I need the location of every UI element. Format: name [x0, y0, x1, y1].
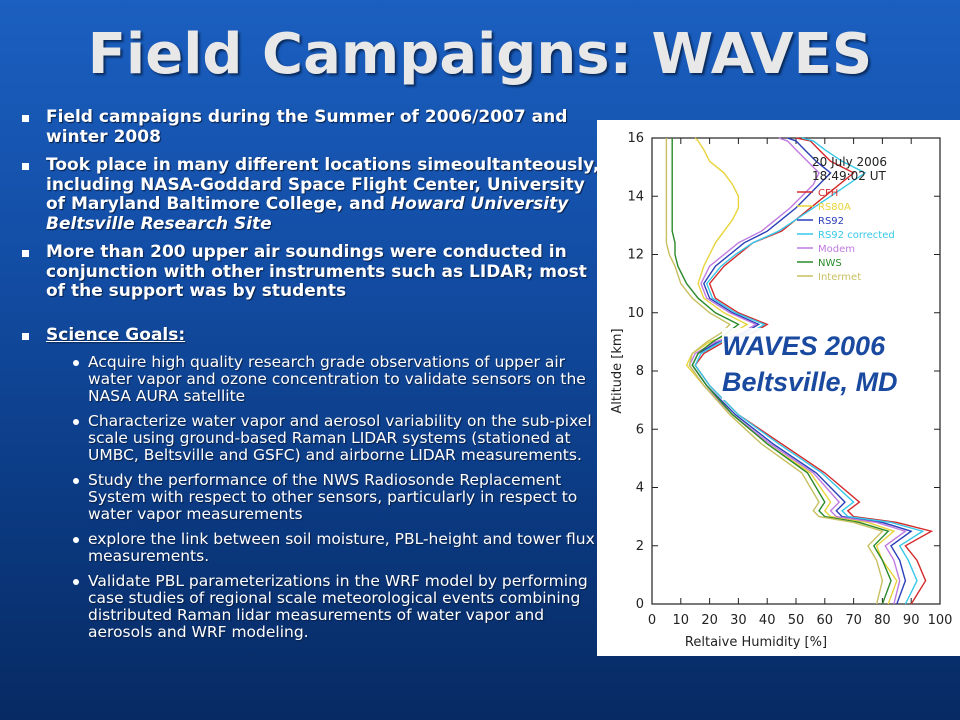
goal-text: Study the performance of the NWS Radioso… — [88, 471, 578, 523]
campaign-overlay-label: WAVES 2006 Beltsville, MD — [722, 328, 898, 400]
bullet-square-icon — [22, 332, 29, 340]
science-goals-heading: Science Goals: — [46, 324, 186, 345]
bullet-item-science-goals: Science Goals: — [10, 324, 600, 346]
goal-item: Study the performance of the NWS Radioso… — [10, 472, 600, 523]
bullet-item: More than 200 upper air soundings were c… — [10, 242, 600, 302]
overlay-line-1: WAVES 2006 — [722, 331, 886, 361]
bullet-square-icon — [22, 115, 29, 122]
x-tick-label: 20 — [701, 613, 718, 628]
goal-item: Validate PBL parameterizations in the WR… — [10, 573, 600, 641]
bullet-dot-icon — [73, 579, 79, 585]
y-tick-label: 12 — [627, 248, 644, 263]
y-axis-label: Altitude [km] — [610, 328, 625, 413]
y-tick-label: 16 — [627, 131, 644, 146]
y-tick-label: 10 — [627, 306, 644, 321]
bullet-dot-icon — [73, 419, 79, 425]
y-tick-label: 6 — [636, 422, 644, 437]
goal-item: explore the link between soil moisture, … — [10, 531, 600, 565]
x-tick-label: 40 — [759, 613, 776, 628]
x-tick-label: 100 — [928, 613, 953, 628]
legend-label: RS80A — [818, 202, 851, 213]
x-tick-label: 0 — [648, 613, 656, 628]
bullet-text: More than 200 upper air soundings were c… — [46, 242, 587, 301]
bullet-dot-icon — [73, 360, 79, 366]
x-tick-label: 80 — [874, 613, 891, 628]
x-tick-label: 10 — [673, 613, 690, 628]
goals-list: Acquire high quality research grade obse… — [10, 354, 600, 641]
goal-item: Characterize water vapor and aerosol var… — [10, 413, 600, 464]
legend-label: RS92 corrected — [818, 230, 895, 241]
goal-item: Acquire high quality research grade obse… — [10, 354, 600, 405]
y-tick-label: 2 — [636, 539, 644, 554]
bullet-square-icon — [22, 250, 29, 257]
bullet-text: Field campaigns during the Summer of 200… — [46, 107, 568, 147]
bullet-list: Field campaigns during the Summer of 200… — [10, 107, 600, 346]
x-tick-label: 60 — [817, 613, 834, 628]
y-tick-label: 0 — [636, 597, 644, 612]
legend-label: RS92 — [818, 216, 844, 227]
overlay-line-2: Beltsville, MD — [722, 367, 898, 397]
legend-label: NWS — [818, 258, 842, 269]
legend-label: Modem — [818, 244, 855, 255]
x-tick-label: 50 — [788, 613, 805, 628]
bullet-dot-icon — [73, 537, 79, 543]
legend-label: Intermet — [818, 272, 861, 283]
x-tick-label: 30 — [730, 613, 747, 628]
x-tick-label: 90 — [903, 613, 920, 628]
goal-text: explore the link between soil moisture, … — [88, 530, 595, 565]
chart-time: 18:49:02 UT — [812, 169, 886, 183]
bullet-square-icon — [22, 163, 29, 170]
slide-content: Field campaigns during the Summer of 200… — [10, 107, 600, 649]
x-tick-label: 70 — [845, 613, 862, 628]
bullet-text-italic: Howard University Beltsville Research Si… — [46, 194, 569, 234]
slide-title: Field Campaigns: WAVES — [87, 22, 873, 87]
bullet-item: Field campaigns during the Summer of 200… — [10, 107, 600, 147]
chart-date: 20 July 2006 — [812, 155, 887, 169]
goal-text: Acquire high quality research grade obse… — [88, 353, 586, 405]
goal-text: Characterize water vapor and aerosol var… — [88, 412, 592, 464]
bullet-text: Took place in many different locations s… — [46, 155, 600, 214]
y-tick-label: 8 — [636, 364, 644, 379]
y-tick-label: 4 — [636, 481, 644, 496]
bullet-dot-icon — [73, 478, 79, 484]
bullet-item: Took place in many different locations s… — [10, 155, 600, 234]
y-tick-label: 14 — [627, 189, 644, 204]
goal-text: Validate PBL parameterizations in the WR… — [88, 572, 588, 641]
x-axis-label: Reltaive Humidity [%] — [685, 635, 827, 650]
legend-label: CFH — [818, 188, 838, 199]
